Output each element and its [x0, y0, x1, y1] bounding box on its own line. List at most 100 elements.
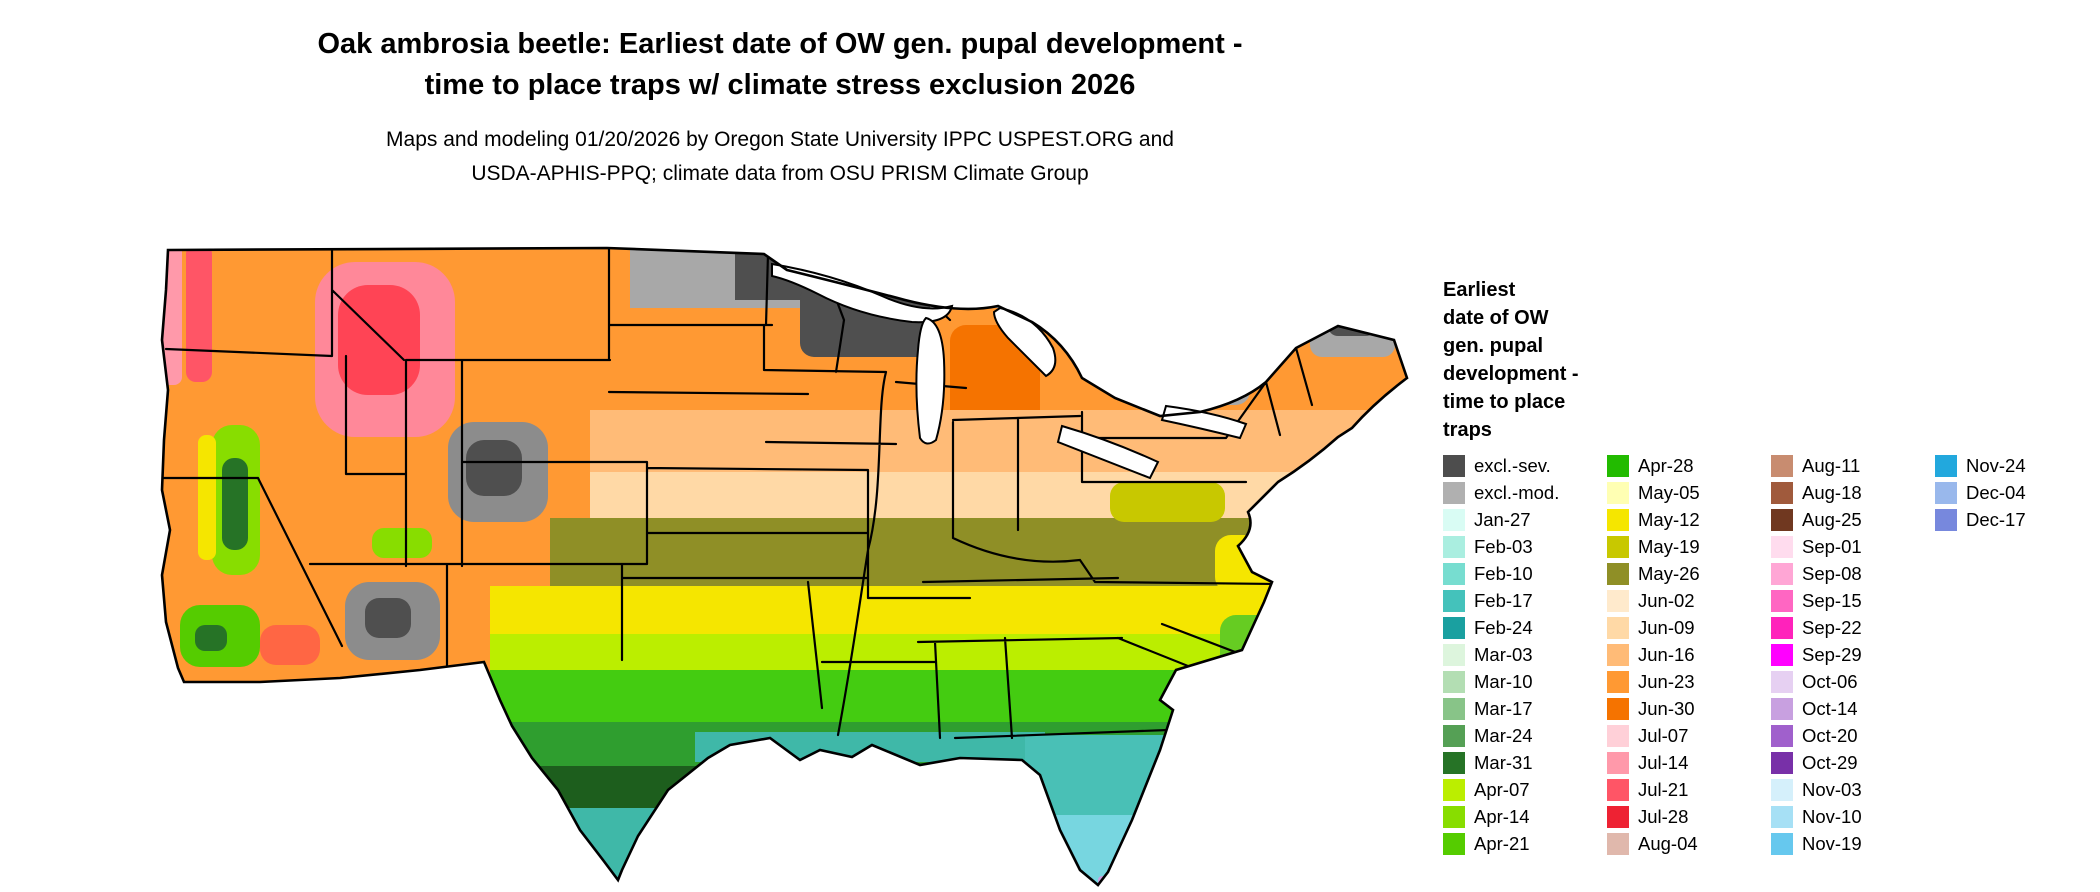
legend-title-line: date of OW: [1443, 307, 1549, 329]
legend-title: Earliest date of OW gen. pupal development …: [1443, 276, 1633, 444]
legend-entry: excl.-mod.: [1443, 479, 1607, 506]
legend-label: Jul-14: [1638, 751, 1689, 773]
legend-entry: Oct-29: [1771, 749, 1935, 776]
legend-swatch: [1771, 670, 1793, 693]
legend-title-line: time to place: [1443, 391, 1566, 413]
legend-label: Nov-03: [1802, 778, 1862, 800]
legend-label: Mar-24: [1474, 724, 1533, 746]
legend-entry: Aug-18: [1771, 479, 1935, 506]
legend-column: Aug-11 Aug-18 Aug-25 Sep-01 Sep-08 Sep-15 Sep-…: [1771, 452, 1935, 857]
legend-entry: May-05: [1607, 479, 1771, 506]
legend-swatch: [1607, 589, 1629, 612]
legend-label: May-19: [1638, 535, 1700, 557]
legend-label: Mar-03: [1474, 643, 1533, 665]
us-raster-map: [160, 230, 1410, 890]
map-region-arizona-jul-heat: [260, 625, 320, 665]
map-region-mogollon-rim-green: [372, 528, 432, 558]
legend-entry: Sep-22: [1771, 614, 1935, 641]
legend-label: Dec-04: [1966, 481, 2026, 503]
map-region-band-jun16: [590, 410, 1407, 472]
legend-swatch: [1443, 751, 1465, 774]
legend-entry: Aug-25: [1771, 506, 1935, 533]
legend-entry: Apr-07: [1443, 776, 1607, 803]
legend-label: Sep-08: [1802, 562, 1862, 584]
legend-swatch: [1607, 616, 1629, 639]
legend-swatch: [1771, 724, 1793, 747]
legend-label: excl.-sev.: [1474, 454, 1551, 476]
legend-label: Dec-17: [1966, 508, 2026, 530]
legend-label: Mar-17: [1474, 697, 1533, 719]
legend-entry: Nov-24: [1935, 452, 2099, 479]
lake-michigan: [915, 316, 946, 445]
map-region-appalachian-may19-ridge: [1110, 482, 1225, 522]
legend-swatch: [1443, 616, 1465, 639]
legend-entry: May-19: [1607, 533, 1771, 560]
legend-entry: Jan-27: [1443, 506, 1607, 533]
legend-swatch: [1443, 805, 1465, 828]
legend-entry: Apr-28: [1607, 452, 1771, 479]
legend-entry: excl.-sev.: [1443, 452, 1607, 479]
legend-entry: Nov-19: [1771, 830, 1935, 857]
legend-label: Feb-17: [1474, 589, 1533, 611]
legend-swatch: [1771, 751, 1793, 774]
legend-entry: Sep-29: [1771, 641, 1935, 668]
legend-swatch: [1935, 508, 1957, 531]
legend-entry: Oct-20: [1771, 722, 1935, 749]
lake-huron: [992, 306, 1057, 378]
legend-swatch: [1443, 643, 1465, 666]
map-region-nm-az-exclusion-core: [365, 598, 411, 638]
legend-swatch: [1443, 562, 1465, 585]
legend-label: Sep-01: [1802, 535, 1862, 557]
legend-swatch: [1607, 697, 1629, 720]
legend-label: Oct-29: [1802, 751, 1858, 773]
legend-entry: Aug-11: [1771, 452, 1935, 479]
lake-erie: [1056, 424, 1160, 480]
legend-entry: May-12: [1607, 506, 1771, 533]
legend-label: Apr-28: [1638, 454, 1694, 476]
map-region-band-jun09: [590, 472, 1407, 518]
legend-entry: Jun-02: [1607, 587, 1771, 614]
legend-title-line: traps: [1443, 419, 1492, 441]
legend-swatch: [1607, 643, 1629, 666]
map-region-colorado-exclusion-core: [466, 440, 522, 496]
legend-swatch: [1607, 508, 1629, 531]
legend-label: Aug-25: [1802, 508, 1862, 530]
map-subtitle-line1: Maps and modeling 01/20/2026 by Oregon S…: [386, 128, 1174, 151]
legend-label: Nov-24: [1966, 454, 2026, 476]
legend-label: Sep-29: [1802, 643, 1862, 665]
legend-label: Feb-24: [1474, 616, 1533, 638]
legend-label: Aug-11: [1802, 454, 1861, 476]
map-region-band-mar31-darkgreen: [490, 766, 1407, 808]
legend-label: Oct-14: [1802, 697, 1858, 719]
legend-entry: Mar-31: [1443, 749, 1607, 776]
legend-entry: Dec-04: [1935, 479, 2099, 506]
map-region-michigan-mitten-jun30: [950, 325, 1040, 435]
legend-entry: Mar-03: [1443, 641, 1607, 668]
legend-title-line: Earliest: [1443, 279, 1516, 301]
map-region-rockies-jul21-core: [338, 285, 420, 395]
legend-entry: Jul-07: [1607, 722, 1771, 749]
legend-column: excl.-sev. excl.-mod. Jan-27 Feb-03 Feb-10 Fe…: [1443, 452, 1607, 857]
legend-label: Jun-30: [1638, 697, 1695, 719]
legend-label: Aug-18: [1802, 481, 1862, 503]
legend-entry: Jun-30: [1607, 695, 1771, 722]
legend-label: Sep-15: [1802, 589, 1862, 611]
legend-entry: Mar-10: [1443, 668, 1607, 695]
map-region-cascades-jul21: [186, 248, 212, 382]
legend-swatch: [1935, 454, 1957, 477]
map-title: Oak ambrosia beetle: Earliest date of OW…: [0, 24, 1560, 106]
legend-swatch: [1771, 508, 1793, 531]
map-title-line1: Oak ambrosia beetle: Earliest date of OW…: [317, 28, 1243, 60]
legend-swatch: [1607, 670, 1629, 693]
state-borders-group: [162, 248, 1314, 740]
legend-title-line: gen. pupal: [1443, 335, 1543, 357]
legend-entry: Jun-16: [1607, 641, 1771, 668]
legend-label: Jul-28: [1638, 805, 1689, 827]
legend-entry: Feb-03: [1443, 533, 1607, 560]
legend-label: Jan-27: [1474, 508, 1531, 530]
legend-entry: Aug-04: [1607, 830, 1771, 857]
map-region-maine-exclusion-severe: [1328, 308, 1376, 336]
legend-swatch: [1935, 481, 1957, 504]
legend-swatch: [1771, 832, 1793, 855]
legend-label: Jun-09: [1638, 616, 1695, 638]
